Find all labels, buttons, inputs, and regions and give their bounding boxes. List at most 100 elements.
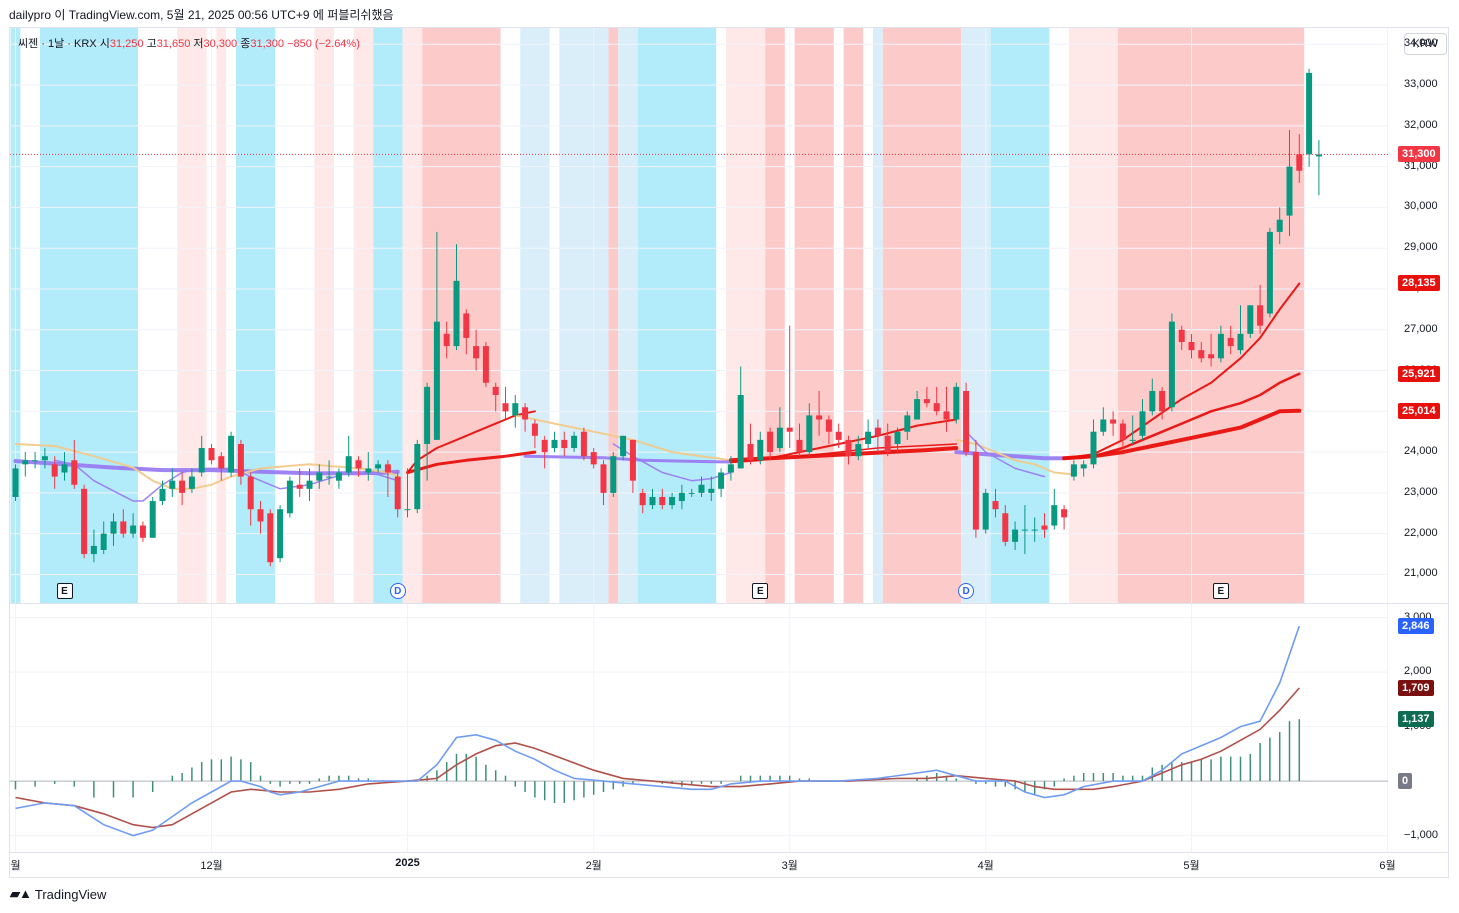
candle-body — [473, 346, 480, 359]
candle-body — [688, 492, 695, 494]
candle-body — [179, 480, 186, 493]
candle-body — [257, 509, 264, 522]
candle-body — [796, 439, 803, 453]
candle-body — [375, 464, 382, 469]
candle-body — [629, 439, 636, 481]
low-value: 30,300 — [203, 38, 238, 50]
candle-body — [1296, 154, 1303, 171]
candle-body — [463, 313, 470, 338]
price-tick-label: 30,000 — [1404, 200, 1438, 213]
signal-band — [559, 28, 609, 603]
candle-body — [1208, 354, 1215, 359]
candle-body — [453, 280, 460, 347]
moving-average-line — [523, 454, 733, 464]
macd-signal-line — [15, 687, 1300, 829]
candle-body — [316, 472, 323, 481]
candle-body — [1129, 439, 1136, 441]
signal-band — [873, 28, 883, 603]
candle-body — [1217, 333, 1224, 359]
dividend-icon[interactable]: D — [389, 583, 406, 599]
macd-badge: 1,709 — [1398, 679, 1434, 696]
candle-body — [933, 403, 940, 412]
candle-body — [571, 435, 578, 449]
candle-body — [267, 513, 274, 563]
open-label: 시 — [99, 38, 110, 50]
candle-body — [482, 346, 489, 383]
signal-band — [618, 28, 638, 603]
candle-body — [1276, 219, 1283, 232]
low-label: 저 — [193, 38, 204, 50]
earnings-icon[interactable]: E — [1212, 583, 1229, 599]
candle-body — [443, 333, 450, 347]
candle-body — [159, 488, 166, 502]
candle-body — [786, 427, 793, 432]
time-tick-label: 4월 — [977, 860, 994, 872]
signal-band — [177, 28, 207, 603]
candle-body — [394, 476, 401, 510]
candle-body — [169, 480, 176, 489]
candle-body — [1188, 342, 1195, 351]
candle-body — [698, 484, 705, 493]
candle-body — [139, 525, 146, 538]
macd-line — [15, 625, 1301, 837]
candle-body — [1021, 529, 1028, 531]
currency-button[interactable]: KRW — [1403, 33, 1447, 55]
moving-average-line — [1062, 408, 1302, 461]
candle-body — [1198, 350, 1205, 359]
chart-frame — [9, 27, 1449, 878]
signal-band — [1118, 28, 1305, 603]
candle-body — [678, 492, 685, 502]
time-tick-label: 2025 — [395, 857, 420, 869]
tradingview-logo-icon: ▰▲ — [10, 886, 32, 901]
candle-body — [1315, 154, 1322, 157]
candle-body — [767, 431, 774, 453]
candle-body — [639, 492, 646, 506]
candle-body — [855, 443, 862, 457]
candle-body — [551, 439, 558, 449]
candle-body — [620, 435, 627, 457]
candle-body — [110, 521, 117, 534]
signal-band — [40, 28, 138, 603]
candle-body — [512, 403, 519, 416]
candle-body — [1119, 423, 1126, 440]
close-value: 31,300 — [250, 38, 285, 50]
price-tick-label: 23,000 — [1404, 485, 1438, 498]
candle-body — [1227, 337, 1234, 347]
candle-body — [198, 448, 205, 473]
tradingview-logo[interactable]: ▰▲ TradingView — [10, 886, 106, 902]
candle-body — [610, 456, 617, 493]
signal-band — [314, 28, 334, 603]
candle-body — [502, 403, 509, 412]
candle-body — [982, 492, 989, 530]
candle-body — [806, 415, 813, 453]
candle-body — [1247, 305, 1254, 334]
ohlc-legend: 씨젠 · 1날 · KRX 시31,250 고31,650 저30,300 종3… — [18, 35, 360, 51]
symbol-label: 씨젠 · 1날 · KRX — [18, 38, 97, 50]
macd-tick-label: 2,000 — [1404, 665, 1432, 678]
dividend-icon[interactable]: D — [958, 583, 975, 599]
candle-body — [561, 439, 568, 449]
candle-body — [228, 435, 235, 473]
earnings-icon[interactable]: E — [56, 583, 73, 599]
candle-body — [894, 431, 901, 444]
candle-body — [296, 484, 303, 489]
earnings-icon[interactable]: E — [752, 583, 769, 599]
candle-body — [1041, 525, 1048, 530]
candle-body — [914, 399, 921, 420]
candle-body — [286, 480, 293, 514]
candle-body — [1139, 411, 1146, 436]
signal-band — [422, 28, 501, 603]
candle-body — [149, 501, 156, 538]
candle-body — [130, 525, 137, 534]
candle-body — [1257, 305, 1264, 326]
macd-badge: 0 — [1398, 773, 1413, 790]
time-tick-label: 5월 — [1183, 860, 1200, 872]
candle-body — [1159, 390, 1166, 412]
signal-band — [843, 28, 864, 603]
candle-body — [277, 509, 284, 559]
candle-body — [414, 443, 421, 510]
candle-body — [1061, 509, 1068, 518]
candle-body — [972, 452, 979, 530]
candle-body — [649, 496, 656, 506]
